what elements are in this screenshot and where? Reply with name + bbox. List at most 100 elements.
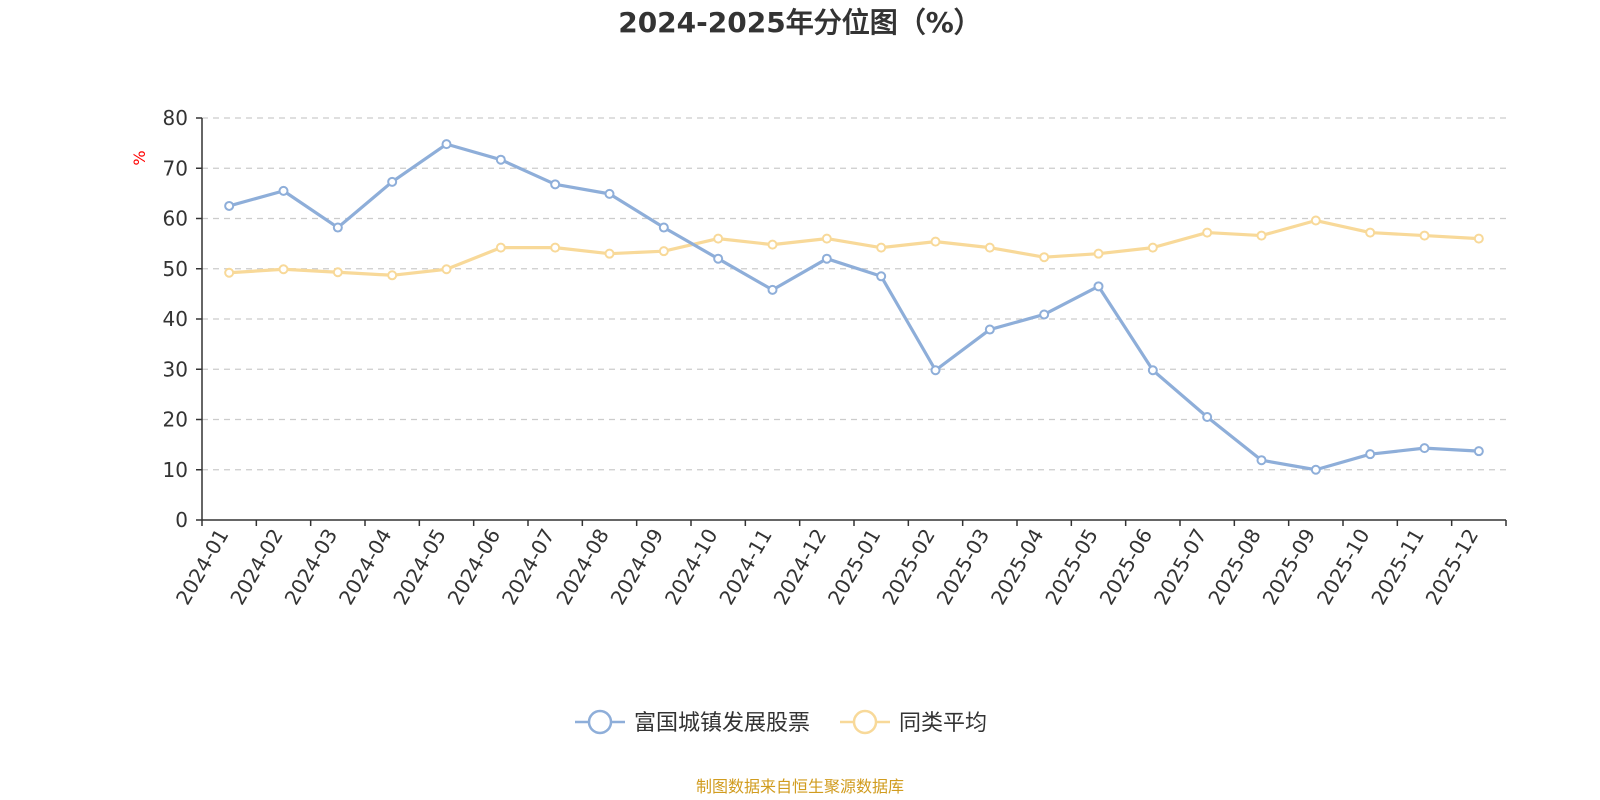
- x-tick-label-2024-06: 2024-06: [443, 525, 506, 609]
- data-point-1-2025-07[interactable]: [1202, 227, 1213, 238]
- y-axis-unit-label: %: [130, 150, 149, 165]
- x-tick-label-2024-11: 2024-11: [714, 525, 777, 609]
- data-point-0-2024-04[interactable]: [387, 176, 398, 187]
- data-point-1-2025-12[interactable]: [1473, 233, 1484, 244]
- data-point-1-2025-10[interactable]: [1365, 227, 1376, 238]
- data-point-0-2025-04[interactable]: [1039, 309, 1050, 320]
- x-tick-label-2024-01: 2024-01: [171, 525, 234, 609]
- series-line-0: [228, 142, 1479, 472]
- y-axis-ticks: 0 10 20 30 40 50 60 70 80: [163, 106, 202, 532]
- legend-circle-icon: [587, 709, 613, 735]
- data-point-1-2025-05[interactable]: [1093, 248, 1104, 259]
- x-tick-label-2025-12: 2025-12: [1421, 525, 1484, 609]
- data-point-1-2025-01[interactable]: [876, 242, 887, 253]
- legend-label-0: 富国城镇发展股票: [634, 711, 810, 736]
- data-point-1-2025-04[interactable]: [1039, 252, 1050, 263]
- y-tick-label-10: 10: [163, 458, 188, 482]
- x-tick-label-2025-04: 2025-04: [986, 525, 1049, 609]
- data-point-0-2024-09[interactable]: [658, 222, 669, 233]
- data-point-0-2024-08[interactable]: [604, 188, 615, 199]
- data-point-0-2025-06[interactable]: [1147, 365, 1158, 376]
- data-point-0-2025-03[interactable]: [984, 324, 995, 335]
- series-lines: [224, 139, 1484, 475]
- y-tick-label-70: 70: [163, 156, 188, 180]
- series-1: [224, 215, 1484, 281]
- legend-item-1[interactable]: 同类平均: [840, 709, 987, 736]
- data-point-1-2024-06[interactable]: [495, 242, 506, 253]
- data-point-1-2024-12[interactable]: [821, 233, 832, 244]
- data-point-0-2024-02[interactable]: [278, 185, 289, 196]
- data-point-1-2025-06[interactable]: [1147, 242, 1158, 253]
- series-0: [224, 139, 1484, 475]
- legend-item-0[interactable]: 富国城镇发展股票: [575, 709, 810, 736]
- grid-lines: [202, 117, 1506, 471]
- data-point-0-2025-02[interactable]: [930, 365, 941, 376]
- x-tick-label-2025-05: 2025-05: [1040, 525, 1103, 609]
- x-tick-label-2025-02: 2025-02: [877, 525, 940, 609]
- x-tick-label-2024-12: 2024-12: [769, 525, 832, 609]
- x-tick-label-2024-07: 2024-07: [497, 525, 560, 609]
- data-point-1-2024-01[interactable]: [224, 267, 235, 278]
- x-tick-label-2024-09: 2024-09: [606, 525, 669, 609]
- data-point-0-2024-05[interactable]: [441, 139, 452, 150]
- y-tick-label-0: 0: [175, 508, 188, 532]
- legend-circle-icon: [852, 709, 878, 735]
- data-point-0-2024-03[interactable]: [332, 222, 343, 233]
- y-tick-label-50: 50: [163, 257, 188, 281]
- x-tick-label-2025-07: 2025-07: [1149, 525, 1212, 609]
- data-point-1-2024-07[interactable]: [550, 242, 561, 253]
- data-point-0-2025-05[interactable]: [1093, 281, 1104, 292]
- x-tick-label-2024-03: 2024-03: [280, 525, 343, 609]
- data-point-1-2024-10[interactable]: [713, 233, 724, 244]
- data-point-1-2024-11[interactable]: [767, 239, 778, 250]
- data-point-0-2024-11[interactable]: [767, 284, 778, 295]
- x-tick-label-2025-09: 2025-09: [1258, 525, 1321, 609]
- data-point-1-2025-03[interactable]: [984, 242, 995, 253]
- data-point-1-2025-08[interactable]: [1256, 230, 1267, 241]
- data-source-note: 制图数据来自恒生聚源数据库: [696, 777, 904, 796]
- data-point-1-2024-04[interactable]: [387, 270, 398, 281]
- data-point-1-2025-11[interactable]: [1419, 230, 1430, 241]
- data-point-1-2024-02[interactable]: [278, 264, 289, 275]
- data-point-1-2024-03[interactable]: [332, 267, 343, 278]
- chart-title: 2024-2025年分位图（%）: [618, 6, 982, 39]
- x-tick-label-2024-05: 2024-05: [388, 525, 451, 609]
- x-tick-label-2024-02: 2024-02: [225, 525, 288, 609]
- data-point-1-2024-08[interactable]: [604, 248, 615, 259]
- data-point-0-2024-10[interactable]: [713, 253, 724, 264]
- data-point-0-2025-07[interactable]: [1202, 411, 1213, 422]
- data-point-1-2024-05[interactable]: [441, 264, 452, 275]
- y-tick-label-30: 30: [163, 357, 188, 381]
- y-tick-label-80: 80: [163, 106, 188, 130]
- x-axis-ticks: 2024-012024-022024-032024-042024-052024-…: [171, 520, 1507, 609]
- legend-label-1: 同类平均: [899, 711, 987, 736]
- data-point-0-2025-10[interactable]: [1365, 449, 1376, 460]
- x-tick-label-2025-06: 2025-06: [1095, 525, 1158, 609]
- series-line-1: [229, 218, 1479, 277]
- x-tick-label-2024-04: 2024-04: [334, 525, 397, 609]
- y-tick-label-40: 40: [163, 307, 188, 331]
- x-tick-label-2025-08: 2025-08: [1203, 525, 1266, 609]
- x-tick-label-2024-10: 2024-10: [660, 525, 723, 609]
- data-point-1-2025-09[interactable]: [1310, 215, 1321, 226]
- x-tick-label-2025-10: 2025-10: [1312, 525, 1375, 609]
- data-point-0-2025-12[interactable]: [1473, 446, 1484, 457]
- x-tick-label-2025-01: 2025-01: [823, 525, 886, 609]
- data-point-0-2025-11[interactable]: [1419, 443, 1430, 454]
- data-point-0-2024-01[interactable]: [224, 200, 235, 211]
- data-point-0-2025-08[interactable]: [1256, 455, 1267, 466]
- data-point-0-2024-12[interactable]: [821, 253, 832, 264]
- x-tick-label-2024-08: 2024-08: [551, 525, 614, 609]
- x-tick-label-2025-03: 2025-03: [932, 524, 995, 608]
- y-tick-label-60: 60: [163, 207, 188, 231]
- y-tick-label-20: 20: [163, 408, 188, 432]
- data-point-0-2024-07[interactable]: [550, 179, 561, 190]
- data-point-0-2025-01[interactable]: [876, 271, 887, 282]
- legend[interactable]: 富国城镇发展股票 同类平均: [575, 709, 987, 736]
- data-point-1-2025-02[interactable]: [930, 236, 941, 247]
- data-point-0-2025-09[interactable]: [1310, 464, 1321, 475]
- x-tick-label-2025-11: 2025-11: [1366, 525, 1429, 609]
- data-point-0-2024-06[interactable]: [495, 154, 506, 165]
- data-point-1-2024-09[interactable]: [658, 246, 669, 257]
